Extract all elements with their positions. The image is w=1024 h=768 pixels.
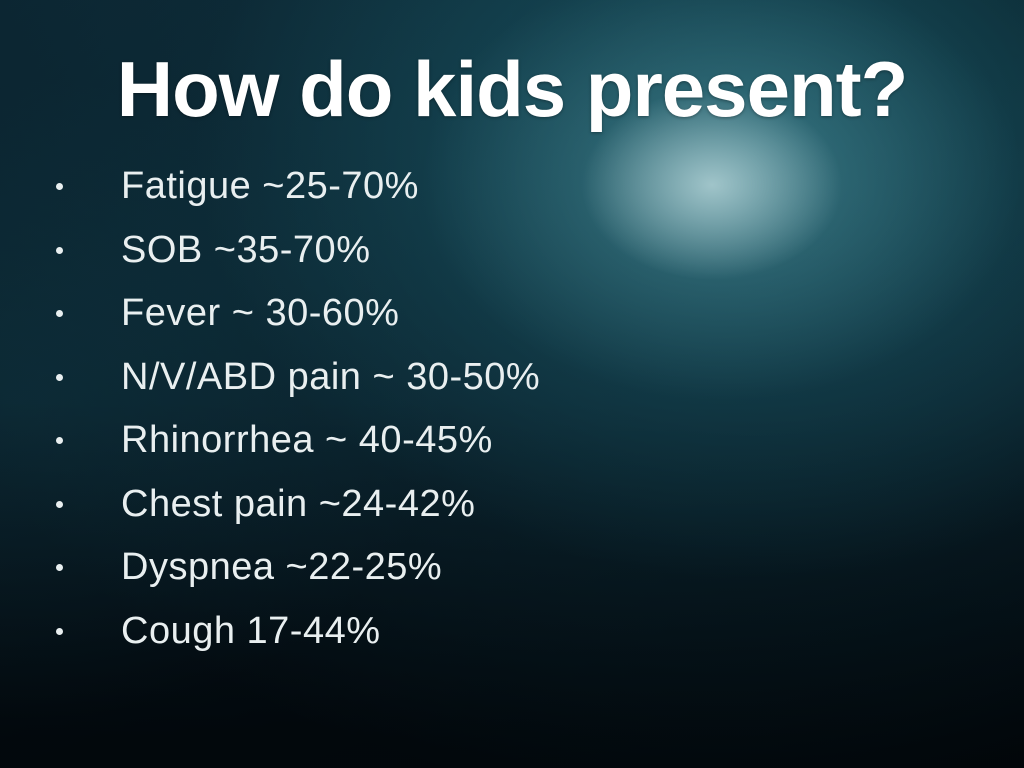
bullet-list: Fatigue ~25-70% SOB ~35-70% Fever ~ 30-60%… [56,155,540,663]
bullet-text: Fever ~ 30-60% [121,292,400,335]
bullet-dot [56,183,63,191]
list-item: SOB ~35-70% [56,219,540,283]
bullet-dot [56,437,63,445]
list-item: Dyspnea ~22-25% [56,536,540,600]
bullet-text: SOB ~35-70% [121,228,371,271]
bullet-text: Fatigue ~25-70% [121,165,419,208]
bullet-text: Chest pain ~24-42% [121,482,476,525]
list-item: Rhinorrhea ~ 40-45% [56,409,540,473]
list-item: N/V/ABD pain ~ 30-50% [56,346,540,410]
bullet-text: N/V/ABD pain ~ 30-50% [121,355,541,398]
bullet-dot [56,627,63,635]
bullet-text: Rhinorrhea ~ 40-45% [121,419,493,462]
bullet-dot [56,373,63,381]
list-item: Fever ~ 30-60% [56,282,540,346]
slide-title: How do kids present? [116,45,908,133]
list-item: Cough 17-44% [56,600,540,664]
bullet-dot [56,500,63,508]
bullet-dot [56,564,63,572]
bullet-dot [56,246,63,254]
list-item: Fatigue ~25-70% [56,155,540,219]
list-item: Chest pain ~24-42% [56,473,540,537]
bullet-text: Cough 17-44% [121,609,381,652]
bullet-text: Dyspnea ~22-25% [121,546,443,589]
bullet-dot [56,310,63,318]
